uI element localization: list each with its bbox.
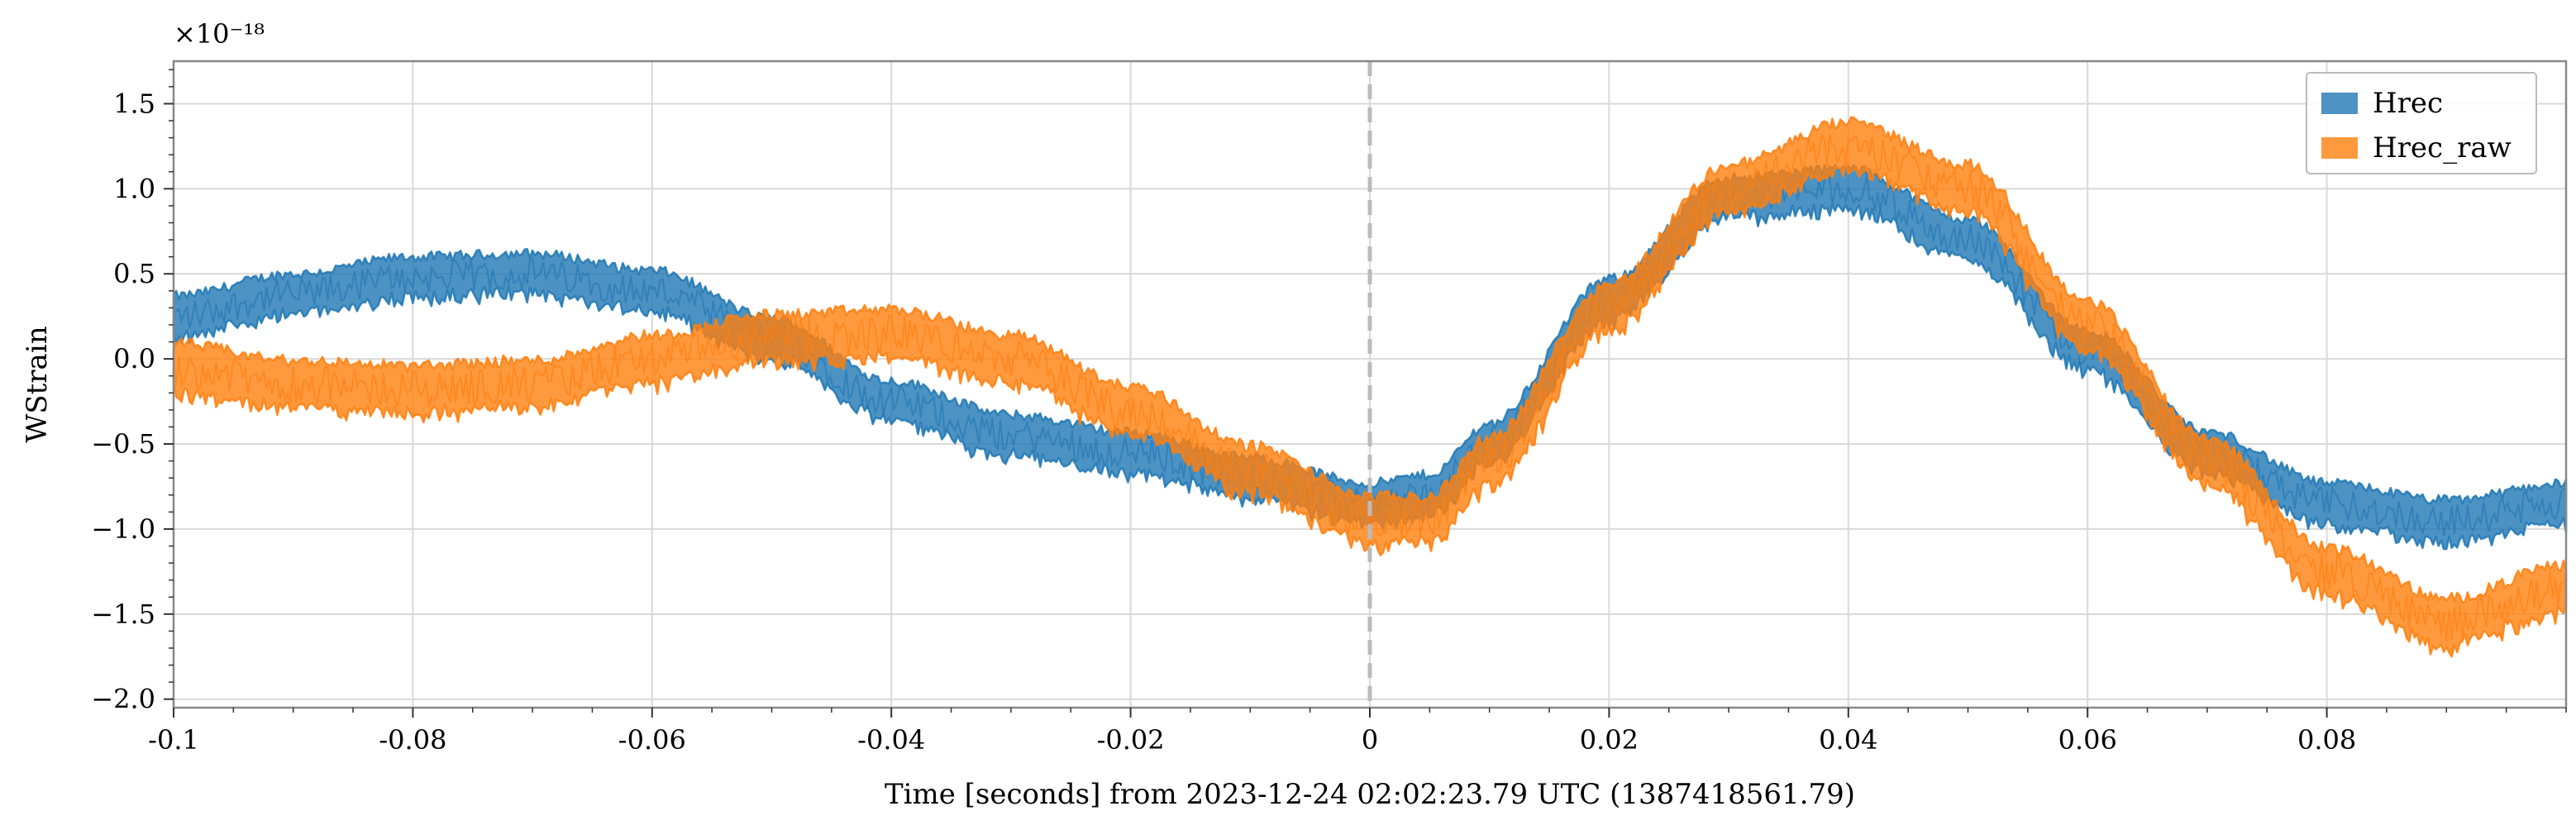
x-tick-label: 0.06: [2058, 724, 2117, 756]
x-tick-label: 0.04: [1819, 724, 1877, 756]
y-axis-label: WStrain: [21, 326, 54, 442]
legend: Hrec Hrec_raw: [2306, 72, 2537, 174]
y-tick-label: 0.0: [113, 343, 155, 374]
x-tick-label: -0.02: [1097, 724, 1165, 756]
y-tick-label: −1.0: [91, 513, 155, 545]
legend-box: [2306, 72, 2537, 174]
x-tick-label: -0.04: [857, 724, 925, 756]
x-axis-label: Time [seconds] from 2023-12-24 02:02:23.…: [885, 778, 1855, 811]
x-axis: -0.1 -0.08 -0.06 -0.04 -0.02 0 0.02 0.04 0.06 0.0…: [148, 708, 2567, 756]
x-tick-label: 0.08: [2297, 724, 2356, 756]
y-tick-label: 1.0: [113, 173, 155, 204]
legend-label: Hrec: [2373, 87, 2443, 120]
y-tick-label: 0.5: [113, 258, 155, 289]
legend-swatch-hrec_raw: [2321, 137, 2358, 159]
y-tick-label: −2.0: [91, 684, 155, 715]
legend-swatch-hrec: [2321, 93, 2358, 114]
legend-label: Hrec_raw: [2373, 131, 2512, 165]
x-tick-label: -0.06: [618, 724, 686, 756]
x-tick-label: -0.1: [148, 724, 199, 756]
y-axis-multiplier: ×10⁻¹⁸: [174, 18, 265, 50]
x-tick-label: -0.08: [379, 724, 446, 756]
x-tick-label: 0: [1362, 724, 1378, 756]
y-axis: 1.5 1.0 0.5 0.0 −0.5 −1.0 −1.5 −2.0: [91, 69, 174, 715]
y-tick-label: −0.5: [91, 428, 155, 460]
y-tick-label: 1.5: [113, 88, 155, 119]
x-tick-label: 0.02: [1580, 724, 1639, 756]
y-tick-label: −1.5: [91, 599, 155, 630]
